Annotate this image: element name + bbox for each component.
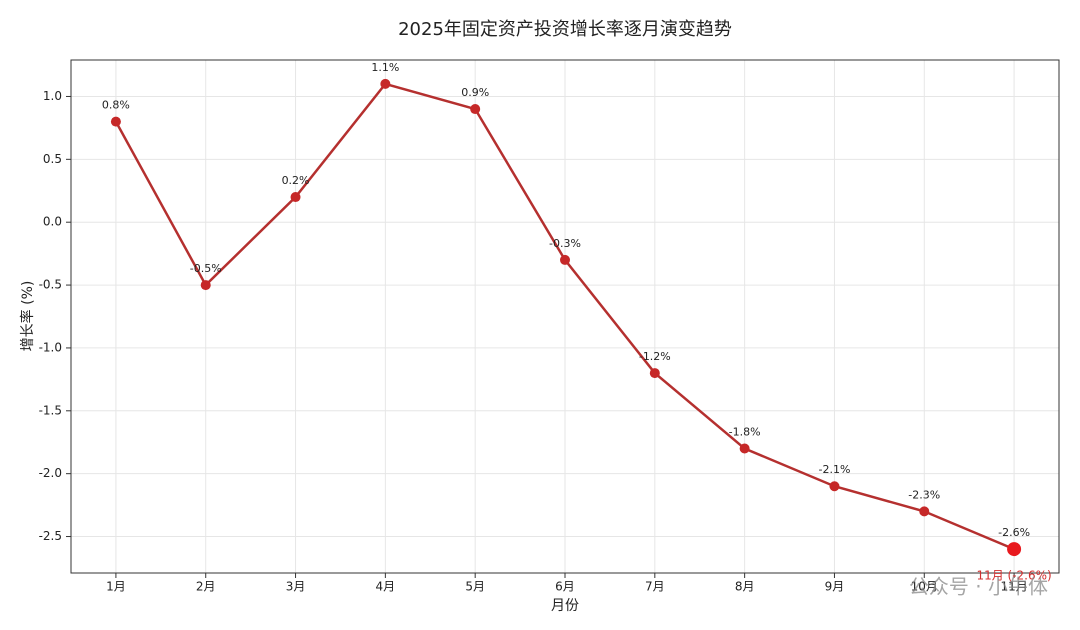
- y-axis-label: 增长率 (%): [19, 281, 36, 352]
- x-tick-label: 3月: [286, 580, 306, 594]
- point: [739, 443, 750, 454]
- point: [649, 368, 660, 379]
- point: [380, 78, 391, 89]
- point: [470, 104, 481, 115]
- x-tick-label: 9月: [825, 580, 845, 594]
- point: [829, 481, 840, 492]
- x-tick-label: 4月: [376, 580, 396, 594]
- x-tick-label: 2月: [196, 580, 216, 594]
- value-label: 0.2%: [282, 174, 310, 187]
- point: [200, 280, 211, 291]
- highlight-point: [1007, 542, 1022, 557]
- y-tick-label: -1.5: [39, 403, 62, 417]
- annotation: 11月 (-2.6%): [976, 569, 1051, 583]
- y-tick-label: 1.0: [43, 89, 62, 103]
- y-tick-label: -1.0: [39, 340, 62, 354]
- point: [919, 506, 930, 517]
- value-label: -1.8%: [729, 426, 761, 439]
- y-tick-label: -2.5: [39, 529, 62, 543]
- x-tick-label: 1月: [106, 580, 126, 594]
- chart-title: 2025年固定资产投资增长率逐月演变趋势: [398, 19, 732, 40]
- value-label: -2.3%: [908, 488, 940, 501]
- value-label: -1.2%: [639, 350, 671, 363]
- point: [290, 192, 301, 203]
- value-label: -0.5%: [190, 262, 222, 275]
- plot-frame: [70, 59, 1060, 574]
- point: [110, 116, 121, 127]
- y-tick-label: 0.0: [43, 215, 62, 229]
- watermark: 公众号 · 小牛体: [909, 575, 1048, 599]
- value-label: 0.9%: [461, 86, 489, 99]
- value-label: -0.3%: [549, 237, 581, 250]
- x-tick-label: 6月: [555, 580, 575, 594]
- x-tick-label: 10月: [911, 580, 938, 594]
- value-label: -2.1%: [818, 463, 850, 476]
- x-tick-label: 7月: [645, 580, 665, 594]
- y-tick-label: 0.5: [43, 152, 62, 166]
- x-tick-label: 8月: [735, 580, 755, 594]
- x-axis-label: 月份: [551, 598, 579, 614]
- y-tick-label: -2.0: [39, 466, 62, 480]
- value-label: 1.1%: [371, 61, 399, 74]
- x-tick-label: 11月: [1000, 580, 1027, 594]
- value-label: 0.8%: [102, 99, 130, 112]
- point: [560, 254, 570, 265]
- y-tick-label: -0.5: [39, 278, 62, 292]
- value-label: -2.6%: [998, 526, 1030, 539]
- x-tick-label: 5月: [465, 580, 485, 594]
